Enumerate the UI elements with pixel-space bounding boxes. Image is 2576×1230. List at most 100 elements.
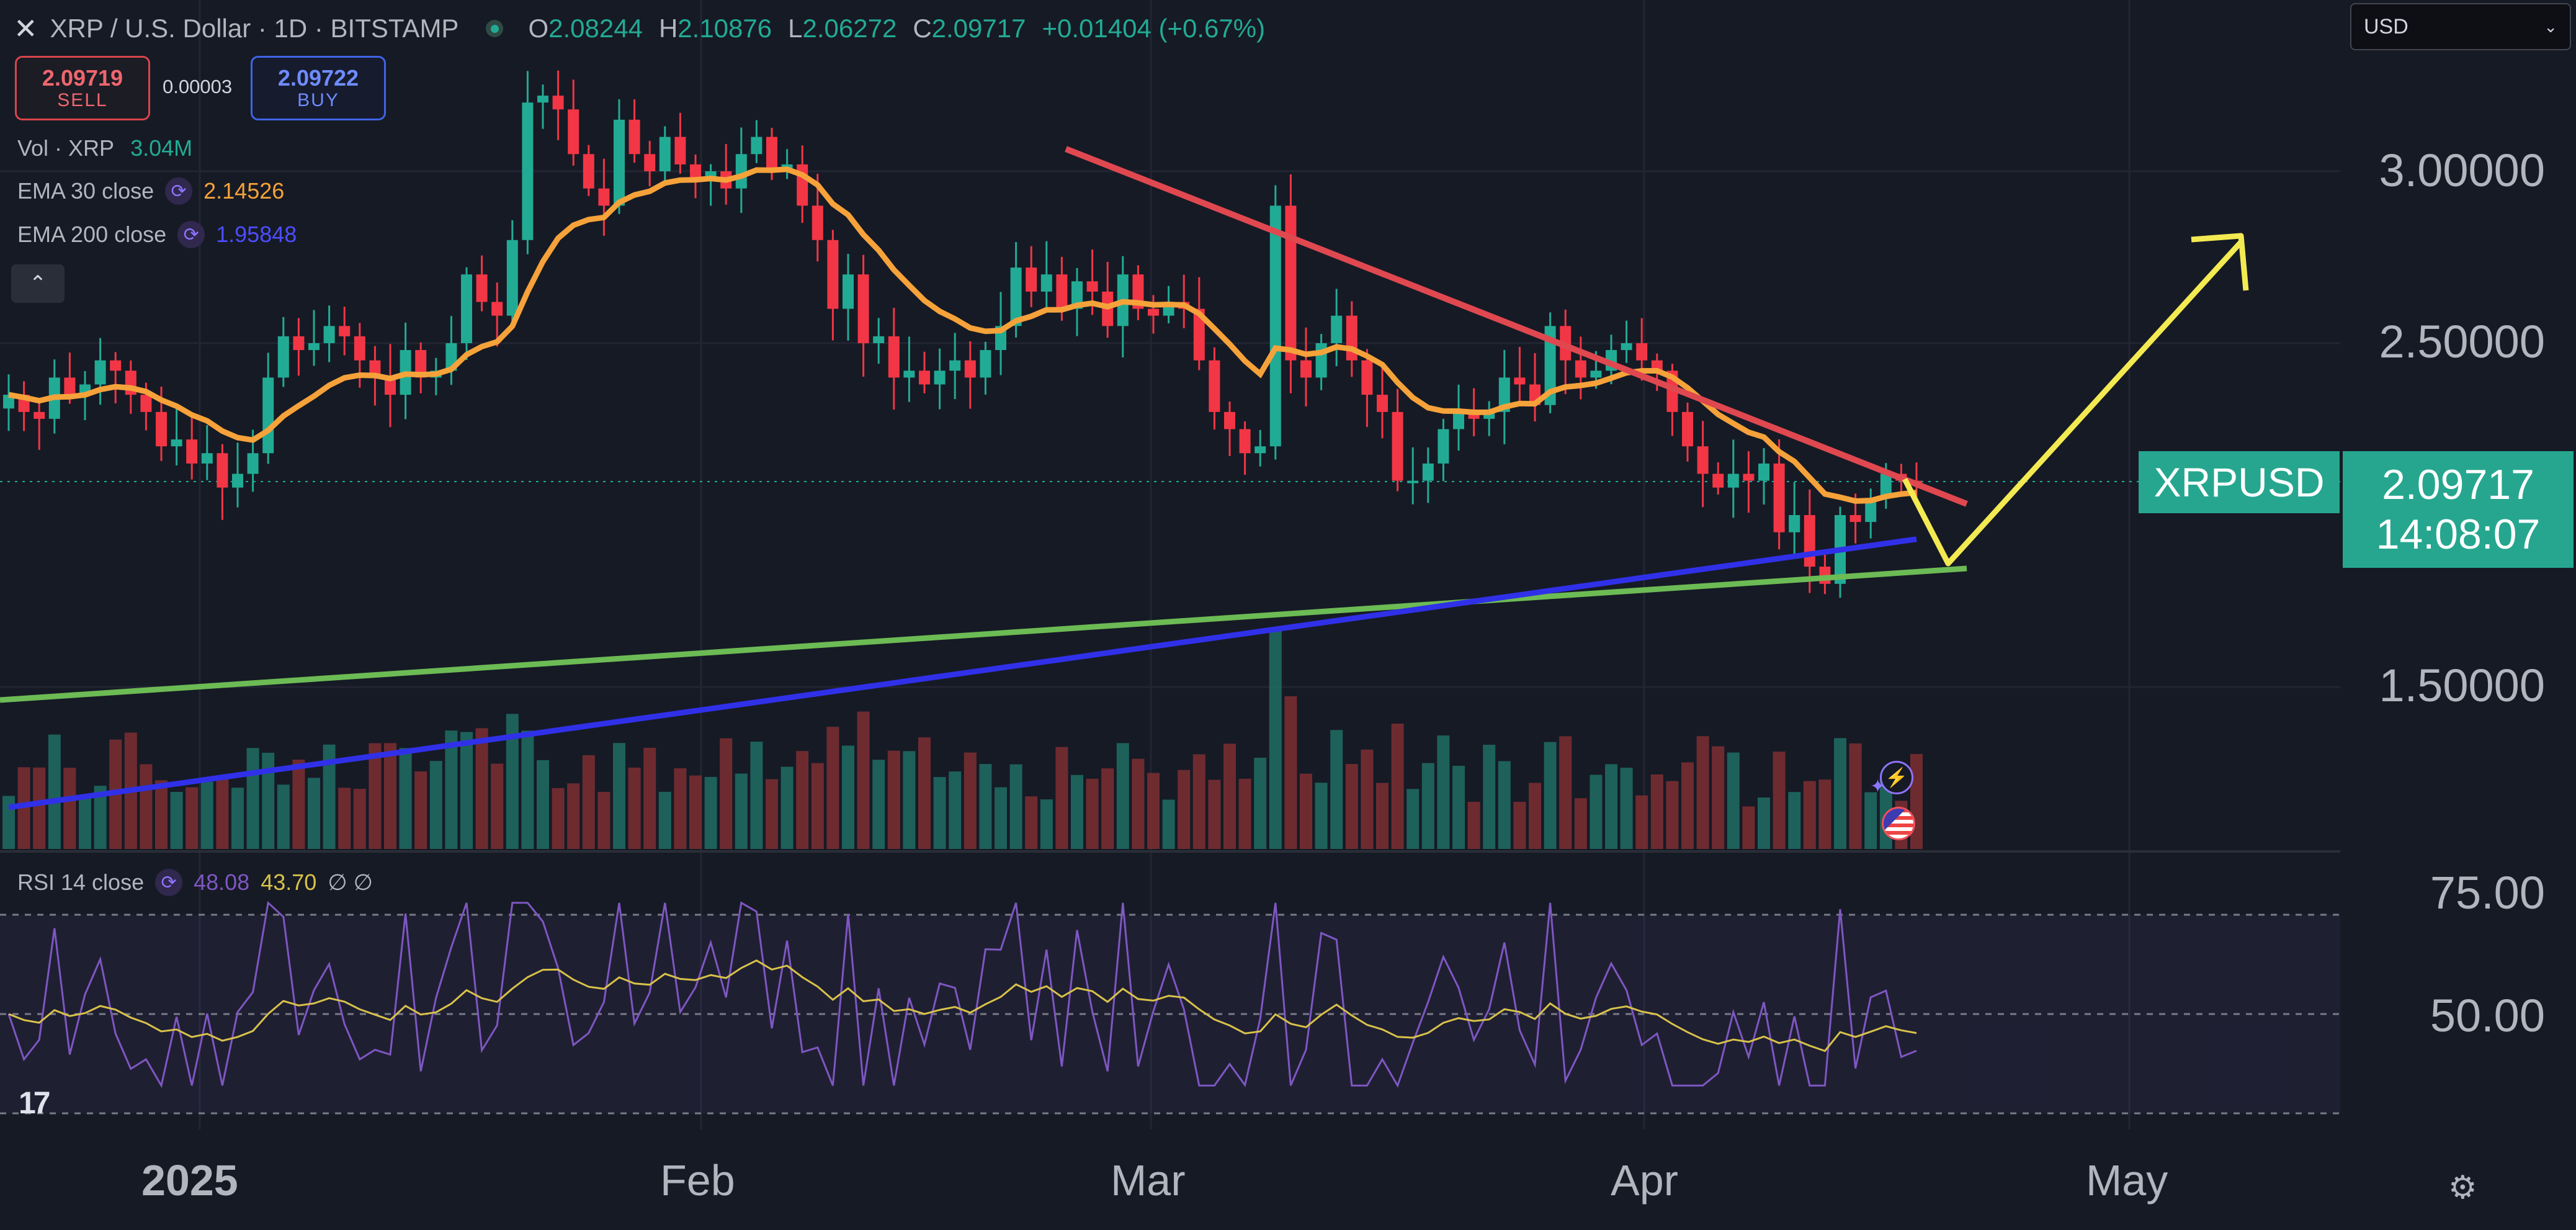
- volume-bar: [1818, 779, 1831, 849]
- volume-bar: [872, 760, 885, 849]
- volume-bar: [796, 751, 809, 849]
- candle-body: [1254, 446, 1266, 454]
- sell-button[interactable]: 2.09719 SELL: [15, 56, 150, 120]
- projection-arrow: [1902, 240, 2243, 567]
- candle-body: [766, 137, 777, 171]
- volume-bar: [216, 775, 229, 849]
- rsi-extra: ∅ ∅: [328, 869, 373, 895]
- candle-body: [644, 154, 656, 171]
- volume-bar: [200, 781, 213, 849]
- market-status-icon[interactable]: [486, 20, 504, 37]
- volume-bar: [979, 764, 992, 849]
- chevron-up-icon[interactable]: ⌃: [11, 264, 65, 303]
- volume-bar: [1009, 764, 1022, 849]
- candle-body: [1682, 411, 1693, 447]
- volume-bar: [1238, 778, 1251, 849]
- volume-bar: [826, 727, 839, 849]
- refresh-icon[interactable]: ⟳: [177, 221, 205, 248]
- volume-bar: [1834, 738, 1846, 849]
- refresh-icon[interactable]: ⟳: [155, 869, 183, 896]
- time-axis-label: Apr: [1611, 1156, 1678, 1205]
- rsi-legend[interactable]: RSI 14 close ⟳ 48.08 43.70 ∅ ∅: [17, 869, 373, 896]
- candle-body: [1743, 474, 1755, 481]
- candle-body: [827, 240, 839, 309]
- volume-bar: [1178, 770, 1191, 849]
- volume-bar: [811, 763, 824, 849]
- volume-bar: [1284, 696, 1297, 849]
- candle-body: [232, 474, 243, 488]
- candle-body: [277, 336, 289, 378]
- rsi-value: 48.08: [194, 869, 250, 895]
- tradingview-logo: 17: [19, 1085, 51, 1120]
- volume-bar: [308, 778, 320, 849]
- close-icon[interactable]: ✕: [14, 12, 38, 45]
- volume-bar: [1452, 766, 1465, 849]
- candle-body: [171, 439, 182, 447]
- volume-bar: [1376, 783, 1389, 849]
- ticker-tag: XRPUSD: [2139, 451, 2340, 513]
- volume-bar: [735, 773, 748, 849]
- volume-bar: [1620, 768, 1633, 849]
- ema200-value: 1.95848: [216, 222, 297, 247]
- volume-bar: [155, 780, 168, 849]
- ema30-line: [8, 166, 1917, 504]
- candle-body: [1056, 274, 1068, 309]
- price-axis-label: 3.00000: [2379, 145, 2546, 196]
- volume-bar: [1727, 752, 1740, 849]
- candle-body: [140, 395, 152, 412]
- sell-label: SELL: [57, 90, 108, 111]
- volume-bar: [246, 748, 259, 849]
- volume-bar: [949, 771, 962, 849]
- ema30-value: 2.14526: [203, 178, 285, 204]
- volume-bar: [429, 761, 442, 849]
- volume-bar: [995, 787, 1007, 849]
- volume-bar: [1391, 724, 1404, 849]
- ema30-legend[interactable]: EMA 30 close ⟳ 2.14526: [17, 177, 284, 205]
- sell-price: 2.09719: [42, 65, 123, 91]
- volume-bar: [1345, 764, 1358, 849]
- volume-bar: [887, 750, 900, 849]
- volume-bar: [170, 792, 183, 849]
- candle-body: [537, 96, 548, 103]
- candle-body: [1269, 205, 1281, 447]
- candle-body: [1804, 515, 1815, 567]
- volume-bar: [399, 748, 412, 849]
- candle-body: [1239, 429, 1251, 454]
- volume-bar: [521, 730, 534, 849]
- candle-body: [1453, 411, 1464, 429]
- currency-select[interactable]: USD ⌄: [2350, 3, 2571, 50]
- symbol-title[interactable]: XRP / U.S. Dollar · 1D · BITSTAMP: [50, 14, 459, 43]
- volume-bar: [1315, 783, 1328, 849]
- candle-body: [1758, 463, 1769, 481]
- settings-icon[interactable]: ⚙: [2448, 1170, 2477, 1206]
- volume-bar: [750, 742, 763, 849]
- ohlc-close-key: C: [913, 14, 932, 43]
- last-price: 2.09717: [2382, 460, 2534, 508]
- lightning-icon[interactable]: ⚡: [1880, 761, 1913, 794]
- refresh-icon[interactable]: ⟳: [165, 177, 193, 205]
- volume-bar: [689, 775, 702, 849]
- rsi-ma-line: [8, 959, 1917, 1053]
- buy-button[interactable]: 2.09722 BUY: [251, 56, 386, 120]
- volume-bar: [2, 796, 15, 849]
- support-trendline: [0, 565, 1967, 703]
- time-axis-label: May: [2086, 1156, 2168, 1205]
- volume-bar: [537, 760, 549, 849]
- candle-body: [1377, 395, 1388, 412]
- ohlc-low-value: 2.06272: [802, 14, 897, 43]
- volume-value: 3.04M: [130, 135, 193, 161]
- volume-bar: [1101, 768, 1114, 849]
- volume-bar: [1300, 773, 1312, 849]
- volume-bar: [918, 737, 931, 849]
- ohlc-close-value: 2.09717: [931, 14, 1026, 43]
- volume-legend[interactable]: Vol · XRP 3.04M: [17, 135, 192, 161]
- candle-body: [1407, 480, 1419, 483]
- candle-body: [1331, 315, 1343, 343]
- rsi-line: [7, 900, 1917, 1089]
- candle-body: [1865, 498, 1877, 523]
- volume-label: Vol · XRP: [17, 135, 115, 161]
- us-flag-icon[interactable]: [1882, 807, 1915, 840]
- ema200-legend[interactable]: EMA 200 close ⟳ 1.95848: [17, 221, 297, 248]
- volume-bar: [1162, 799, 1175, 849]
